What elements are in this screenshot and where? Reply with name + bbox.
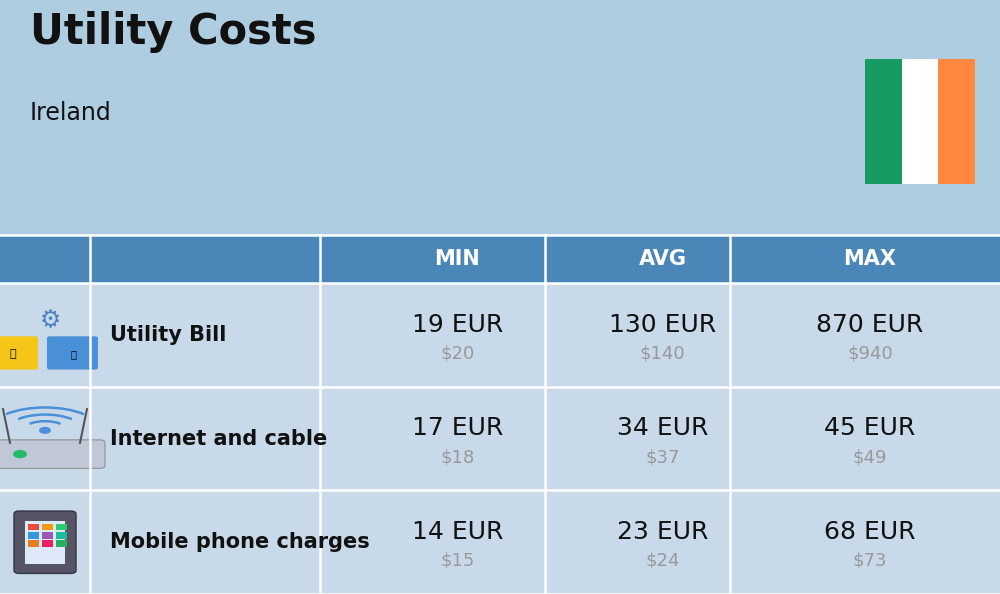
Text: Utility Bill: Utility Bill: [110, 325, 226, 345]
Text: AVG: AVG: [639, 249, 686, 269]
Bar: [0, 387, 1000, 491]
Bar: [0, 235, 1000, 283]
Text: 870 EUR: 870 EUR: [816, 313, 924, 337]
Bar: [56, 541, 67, 547]
Bar: [28, 541, 39, 547]
FancyBboxPatch shape: [14, 511, 76, 573]
Text: $940: $940: [847, 345, 893, 363]
Bar: [42, 524, 53, 530]
Text: MIN: MIN: [435, 249, 480, 269]
Text: $140: $140: [640, 345, 685, 363]
Text: $73: $73: [853, 552, 887, 570]
Text: 68 EUR: 68 EUR: [824, 520, 916, 544]
Circle shape: [39, 426, 51, 434]
Text: 🔌: 🔌: [10, 349, 16, 359]
Bar: [56, 532, 67, 539]
Text: 130 EUR: 130 EUR: [609, 313, 716, 337]
Bar: [56, 524, 67, 530]
Text: MAX: MAX: [844, 249, 896, 269]
Bar: [865, 59, 902, 184]
FancyBboxPatch shape: [47, 336, 98, 369]
Text: 🚰: 🚰: [70, 349, 76, 359]
Bar: [42, 541, 53, 547]
Bar: [938, 59, 975, 184]
Bar: [0, 491, 1000, 594]
Text: $20: $20: [440, 345, 475, 363]
Text: 23 EUR: 23 EUR: [617, 520, 708, 544]
FancyBboxPatch shape: [0, 336, 38, 369]
Text: $49: $49: [853, 448, 887, 466]
Text: $18: $18: [440, 448, 475, 466]
Circle shape: [13, 450, 27, 459]
Text: 19 EUR: 19 EUR: [412, 313, 503, 337]
Text: ⚙: ⚙: [39, 308, 61, 332]
Bar: [42, 532, 53, 539]
FancyBboxPatch shape: [25, 521, 65, 564]
Text: 17 EUR: 17 EUR: [412, 416, 503, 440]
Text: Utility Costs: Utility Costs: [30, 11, 316, 53]
Text: Mobile phone charges: Mobile phone charges: [110, 532, 370, 552]
Text: 14 EUR: 14 EUR: [412, 520, 503, 544]
Text: Internet and cable: Internet and cable: [110, 429, 327, 448]
Text: 34 EUR: 34 EUR: [617, 416, 708, 440]
Text: Ireland: Ireland: [30, 101, 112, 125]
Text: $15: $15: [440, 552, 475, 570]
Text: 45 EUR: 45 EUR: [824, 416, 916, 440]
Bar: [0, 283, 1000, 387]
Bar: [28, 524, 39, 530]
Bar: [28, 532, 39, 539]
Bar: [902, 59, 938, 184]
Text: $37: $37: [645, 448, 680, 466]
FancyBboxPatch shape: [0, 440, 105, 468]
Text: $24: $24: [645, 552, 680, 570]
